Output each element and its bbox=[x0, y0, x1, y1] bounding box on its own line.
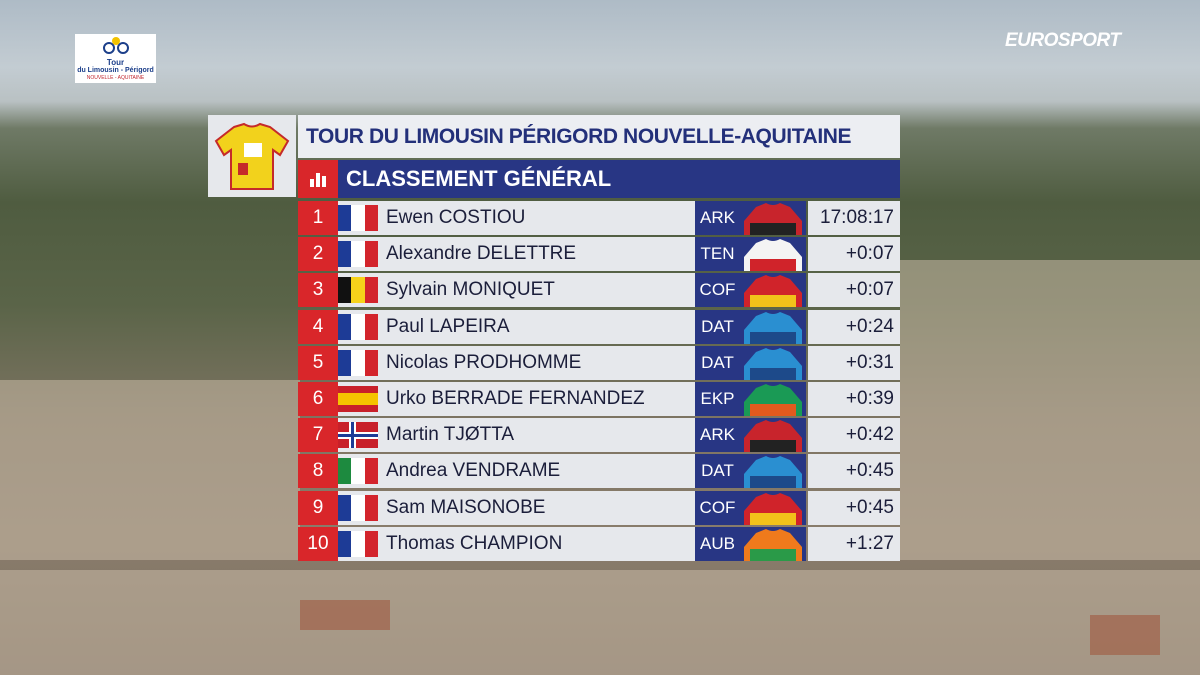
team-code: EKP bbox=[695, 382, 740, 416]
team-code: TEN bbox=[695, 237, 740, 272]
jersey bbox=[744, 528, 802, 561]
jersey bbox=[744, 492, 802, 525]
team-code: ARK bbox=[695, 201, 740, 235]
icon bbox=[310, 173, 326, 187]
time: 17:08:17 bbox=[808, 201, 900, 235]
jersey-panel bbox=[208, 115, 296, 197]
rank: 5 bbox=[298, 345, 338, 380]
team-code: DAT bbox=[695, 345, 740, 380]
time: +0:07 bbox=[808, 273, 900, 308]
flag bbox=[338, 494, 378, 521]
jersey bbox=[744, 311, 802, 344]
rider-cell bbox=[338, 382, 695, 416]
rider-name: Sam MAISONOBE bbox=[386, 496, 546, 518]
jersey bbox=[744, 239, 802, 272]
scenery bbox=[1090, 615, 1160, 655]
team-jersey bbox=[740, 201, 806, 235]
time: +0:45 bbox=[808, 454, 900, 489]
jersey bbox=[744, 384, 802, 416]
team-code: DAT bbox=[695, 454, 740, 489]
scenery bbox=[0, 570, 1200, 675]
flag bbox=[338, 349, 378, 376]
scenery bbox=[900, 260, 1200, 560]
chart-icon bbox=[298, 160, 338, 198]
rider-cell bbox=[338, 201, 695, 235]
rank: 4 bbox=[298, 309, 338, 344]
rider-name: Ewen COSTIOU bbox=[386, 207, 526, 228]
team-code: COF bbox=[695, 490, 740, 525]
rider-cell bbox=[338, 454, 695, 489]
team-jersey bbox=[740, 382, 806, 416]
scenery bbox=[300, 600, 390, 630]
rider-name: Martin TJØTTA bbox=[386, 424, 515, 446]
rider-cell bbox=[338, 526, 695, 561]
time: +0:24 bbox=[808, 309, 900, 344]
rider-cell bbox=[338, 273, 695, 308]
rider-name: Paul LAPEIRA bbox=[386, 315, 510, 337]
rank: 7 bbox=[298, 418, 338, 453]
flag bbox=[338, 205, 378, 231]
yellow-jersey bbox=[214, 122, 290, 190]
table-title: TOUR DU LIMOUSIN PÉRIGORD NOUVELLE-AQUIT… bbox=[298, 115, 900, 158]
team-jersey bbox=[740, 273, 806, 308]
rider-cell bbox=[338, 237, 695, 272]
rank: 1 bbox=[298, 201, 338, 235]
team-code: DAT bbox=[695, 309, 740, 344]
race-logo: Tour du Limousin - Périgord NOUVELLE - A… bbox=[75, 34, 156, 83]
jersey bbox=[744, 420, 802, 453]
team-jersey bbox=[740, 526, 806, 561]
flag bbox=[338, 458, 378, 485]
table-subtitle: CLASSEMENT GÉNÉRAL bbox=[338, 160, 900, 198]
rank: 8 bbox=[298, 454, 338, 489]
jersey bbox=[744, 275, 802, 308]
team-jersey bbox=[740, 345, 806, 380]
team-code: AUB bbox=[695, 526, 740, 561]
team-jersey bbox=[740, 418, 806, 453]
team-jersey bbox=[740, 454, 806, 489]
time: +0:39 bbox=[808, 382, 900, 416]
team-code: ARK bbox=[695, 418, 740, 453]
team-jersey bbox=[740, 490, 806, 525]
rider-cell bbox=[338, 490, 695, 525]
broadcaster-logo: EUROSPORT bbox=[1005, 30, 1121, 51]
time: +0:07 bbox=[808, 237, 900, 272]
rider-name: Andrea VENDRAME bbox=[386, 460, 561, 482]
rank: 6 bbox=[298, 382, 338, 416]
time: +0:42 bbox=[808, 418, 900, 453]
time: +0:45 bbox=[808, 490, 900, 525]
time: +1:27 bbox=[808, 526, 900, 561]
flag bbox=[338, 313, 378, 340]
logo-text: NOUVELLE - AQUITAINE bbox=[86, 75, 145, 81]
rank: 9 bbox=[298, 490, 338, 525]
logo-bike bbox=[102, 37, 129, 54]
rider-name: Thomas CHAMPION bbox=[386, 532, 563, 554]
logo-text: du Limousin - Périgord bbox=[77, 67, 154, 74]
time: +0:31 bbox=[808, 345, 900, 380]
scenery bbox=[0, 380, 300, 560]
jersey bbox=[744, 347, 802, 380]
rider-cell bbox=[338, 418, 695, 453]
rank: 2 bbox=[298, 237, 338, 272]
team-jersey bbox=[740, 237, 806, 272]
team-jersey bbox=[740, 309, 806, 344]
rider-name: Sylvain MONIQUET bbox=[386, 279, 555, 301]
flag bbox=[338, 277, 378, 304]
rank: 10 bbox=[298, 526, 338, 561]
jersey bbox=[744, 456, 802, 489]
logo-text: Tour bbox=[106, 58, 125, 67]
rider-cell bbox=[338, 309, 695, 344]
rank: 3 bbox=[298, 273, 338, 308]
flag bbox=[338, 422, 378, 449]
flag bbox=[338, 530, 378, 557]
rider-name: Nicolas PRODHOMME bbox=[386, 351, 582, 373]
flag bbox=[338, 386, 378, 412]
rider-name: Alexandre DELETTRE bbox=[386, 243, 577, 265]
flag bbox=[338, 241, 378, 268]
rider-cell bbox=[338, 345, 695, 380]
rider-name: Urko BERRADE FERNANDEZ bbox=[386, 388, 645, 409]
team-code: COF bbox=[695, 273, 740, 308]
jersey bbox=[744, 203, 802, 235]
